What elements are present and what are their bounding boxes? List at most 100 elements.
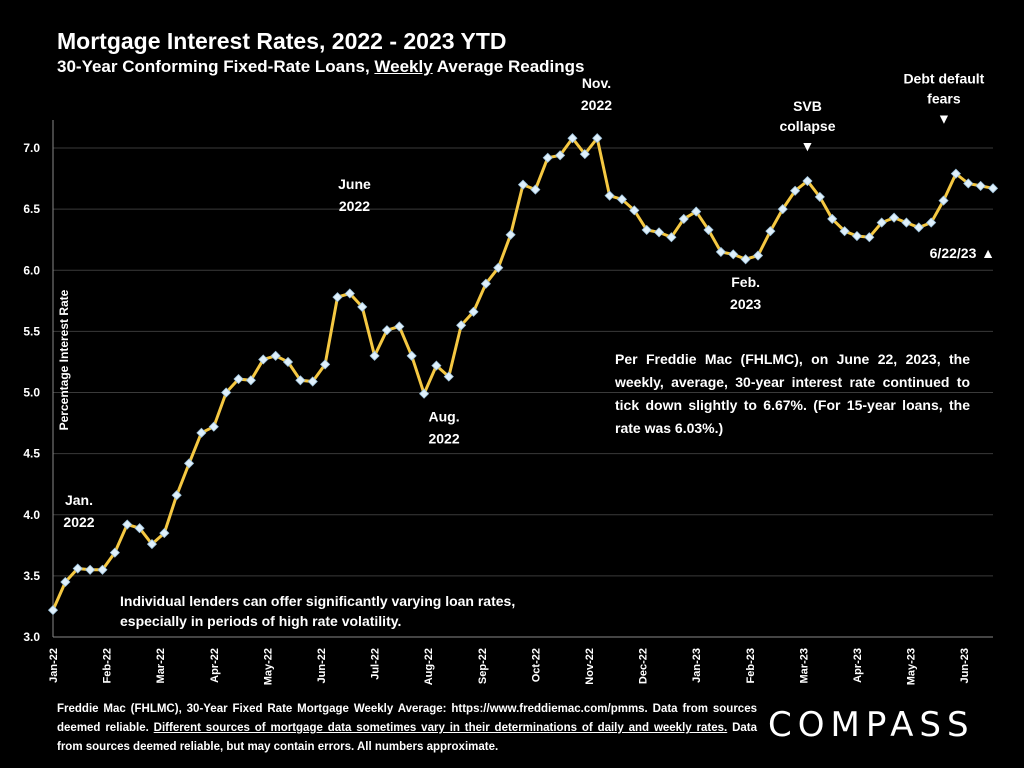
annotation-marker: ▼ (937, 111, 951, 127)
data-point (629, 205, 640, 216)
data-point (567, 133, 578, 144)
data-point (196, 427, 207, 438)
x-tick-label: Dec-22 (638, 648, 650, 684)
annotation-text: SVB (793, 98, 822, 114)
data-point (790, 185, 801, 196)
y-tick-label: 5.0 (23, 386, 40, 400)
data-point (604, 190, 615, 201)
data-point (47, 605, 59, 616)
y-tick-label: 3.5 (23, 569, 40, 583)
data-point (233, 373, 244, 385)
annotation-text: 2022 (428, 431, 459, 447)
x-tick-label: Oct-22 (530, 648, 542, 682)
data-point (802, 175, 813, 187)
data-point (122, 519, 133, 530)
data-point (950, 168, 961, 179)
chart-subtitle: 30-Year Conforming Fixed-Rate Loans, Wee… (57, 57, 584, 77)
data-point (394, 321, 405, 332)
annotation-text: collapse (779, 118, 835, 134)
annotation-7: 6/22/23 ▲ (930, 245, 995, 261)
y-axis-ticks: 3.0 3.5 4.0 4.5 5.0 5.5 6.0 6.5 7.0 (23, 141, 40, 644)
annotation-5: SVB collapse ▼ (779, 98, 835, 154)
y-tick-label: 6.5 (23, 202, 40, 216)
data-point (320, 359, 331, 370)
x-tick-label: May-23 (906, 648, 918, 685)
data-point (555, 150, 566, 161)
annotation-text: Nov. (582, 75, 611, 91)
y-tick-label: 5.5 (23, 324, 40, 338)
data-point (913, 222, 924, 233)
data-point (728, 249, 739, 260)
data-point (975, 180, 986, 191)
x-tick-label: Jan-23 (691, 648, 703, 683)
data-point (381, 325, 393, 336)
annotation-marker: ▼ (801, 138, 815, 154)
data-point (517, 179, 529, 190)
data-point (134, 523, 145, 534)
x-tick-label: Nov-22 (584, 648, 596, 685)
data-point (864, 232, 875, 243)
lender-variance-note: Individual lenders can offer significant… (120, 593, 516, 629)
data-point (839, 226, 850, 237)
data-point (72, 563, 83, 574)
data-point (505, 229, 516, 240)
data-point (221, 387, 232, 398)
data-markers (47, 133, 999, 616)
x-tick-label: Apr-23 (852, 648, 864, 683)
data-point (245, 375, 256, 386)
rate-line-chart: 3.0 3.5 4.0 4.5 5.0 5.5 6.0 6.5 7.0 Jan-22 Feb-22… (23, 71, 999, 685)
data-point (468, 306, 479, 317)
data-point (777, 204, 788, 215)
chart-title: Mortgage Interest Rates, 2022 - 2023 YTD (57, 28, 507, 54)
data-point (616, 194, 628, 205)
x-tick-label: Apr-22 (209, 648, 221, 683)
annotation-text: 2023 (730, 296, 761, 312)
annotation-text: fears (927, 91, 961, 107)
data-point (97, 564, 108, 575)
data-point (653, 227, 665, 238)
data-point (827, 213, 838, 224)
data-point (703, 224, 714, 235)
y-tick-label: 4.5 (23, 447, 40, 461)
annotation-text: 2022 (581, 97, 612, 113)
data-point (307, 376, 318, 387)
data-point (592, 133, 603, 144)
data-point (369, 350, 380, 361)
data-point (443, 371, 454, 382)
annotation-3: Nov. 2022 (581, 75, 612, 113)
annotation-text: 2022 (63, 514, 94, 530)
data-point (963, 178, 974, 189)
footer-part2: Data from sources deemed reliable, but m… (57, 722, 758, 753)
annotation-text: 2022 (339, 198, 370, 214)
data-point (678, 213, 689, 224)
subtitle-prefix: 30-Year Conforming Fixed-Rate Loans, (57, 57, 375, 76)
data-point (901, 217, 912, 228)
data-point (740, 254, 751, 265)
annotation-6: Debt default fears ▼ (903, 71, 984, 127)
data-point (765, 226, 776, 237)
y-tick-label: 7.0 (23, 141, 40, 155)
data-point (183, 458, 195, 469)
y-axis-label: Percentage Interest Rate (57, 289, 71, 431)
data-point (159, 528, 170, 539)
data-point (171, 490, 182, 501)
data-point (926, 217, 937, 228)
annotation-text: June (338, 176, 371, 192)
data-point (530, 184, 541, 195)
x-tick-label: Jun-23 (959, 648, 971, 683)
data-point (85, 564, 96, 575)
chart-annotations: Jan. 2022 June 2022 Aug. 2022 Nov. 2022 Feb. 2023… (63, 71, 995, 530)
data-point (691, 206, 702, 217)
x-tick-label: Feb-22 (102, 648, 114, 683)
annotation-2: Aug. 2022 (428, 409, 459, 447)
data-point (109, 547, 120, 558)
data-point (60, 576, 71, 588)
x-tick-label: Aug-22 (423, 648, 435, 685)
x-tick-label: Jul-22 (370, 648, 382, 680)
x-tick-label: Mar-23 (798, 648, 810, 683)
data-point (406, 350, 417, 361)
annotation-1: June 2022 (338, 176, 371, 214)
gridlines (52, 120, 993, 638)
subtitle-underlined: Weekly (374, 57, 433, 76)
x-tick-label: May-22 (262, 648, 274, 685)
